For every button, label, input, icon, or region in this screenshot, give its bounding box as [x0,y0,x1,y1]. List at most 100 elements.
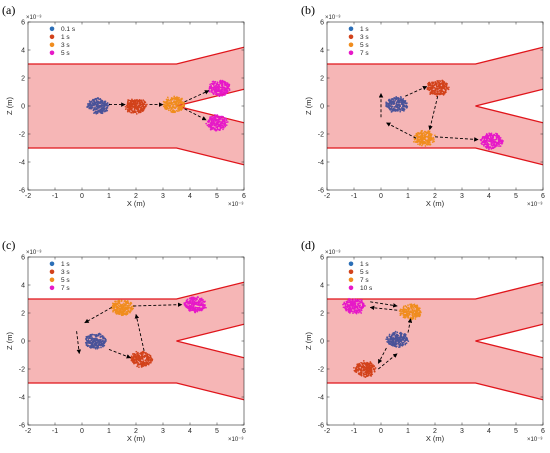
particle [434,80,437,83]
channel-wall [28,281,244,300]
particle [86,337,89,339]
particle [165,104,167,107]
particle [355,369,358,372]
particle [144,359,147,362]
particle [164,107,167,110]
particle [402,97,405,100]
particle [188,297,191,300]
particle [434,134,436,137]
particle [414,314,417,317]
channel-group [327,281,543,401]
particle [386,340,388,343]
particle [187,303,189,305]
particle [427,142,430,144]
particle [366,364,369,367]
channel-group [28,46,244,166]
particle [206,120,209,123]
particle [114,302,117,305]
particle-cloud-blue [385,330,410,349]
particle [138,363,140,366]
legend-marker [49,261,55,267]
trajectory-arrow [405,85,428,97]
particle [399,108,402,111]
particle [181,97,183,100]
particle [118,307,121,310]
particle [400,313,402,315]
particle [499,145,502,147]
particle [489,146,492,149]
particle [499,140,501,142]
particle [353,369,356,372]
particle [197,299,200,302]
y-tick-label: 2 [320,311,324,318]
particle [147,360,149,362]
particle [88,104,90,106]
particle [444,83,447,86]
particle [200,307,203,310]
particle [225,89,228,91]
particle [398,310,401,312]
particle [137,104,140,107]
particle [387,339,390,342]
particle [186,299,188,302]
particle [219,79,222,82]
particle [119,309,121,312]
particle [388,99,391,102]
particle [351,307,354,310]
particle [396,97,399,99]
particle [189,300,191,302]
particle [402,312,404,315]
particle [98,346,100,349]
particle [438,84,440,86]
particle [198,306,201,309]
particle [445,87,448,89]
particle [485,143,488,146]
y-tick-label: 0 [320,339,324,346]
particle [193,298,196,301]
particle [196,301,199,304]
particle [220,92,223,95]
x-tick-label: 5 [514,428,518,435]
particle [93,108,96,111]
particle [448,86,450,89]
particle [360,365,363,368]
y-tick-label: 4 [21,48,25,55]
particle [213,81,216,83]
particle [418,315,420,317]
particle [125,305,127,307]
particle [101,335,103,338]
particle [372,365,375,367]
particle [351,299,354,302]
trajectory-arrow [184,108,207,121]
particle [486,139,488,141]
particle [136,101,139,104]
particle [94,337,97,340]
particle [144,351,146,354]
particle [388,335,391,337]
particle [355,309,357,312]
particle [204,306,206,309]
particle [220,94,222,97]
particle [420,140,423,143]
x-tick-label: -1 [52,193,58,200]
particle [492,143,495,145]
particle [213,89,216,92]
particle [389,340,392,343]
channel-wall [327,382,543,401]
particle [398,100,401,103]
legend-marker [348,261,354,267]
x-exponent: ×10⁻³ [228,202,243,208]
particle [135,113,138,115]
x-tick-label: 3 [460,428,464,435]
particle [225,124,228,126]
particle [140,360,143,363]
particle [213,117,216,120]
legend-entry: 1 s [360,261,369,268]
legend-entry: 5 s [61,50,70,57]
particle [140,355,143,358]
trajectory-arrow [434,136,479,142]
particle [501,143,503,145]
particle [174,101,177,104]
particle [183,304,186,306]
particle [142,353,144,355]
